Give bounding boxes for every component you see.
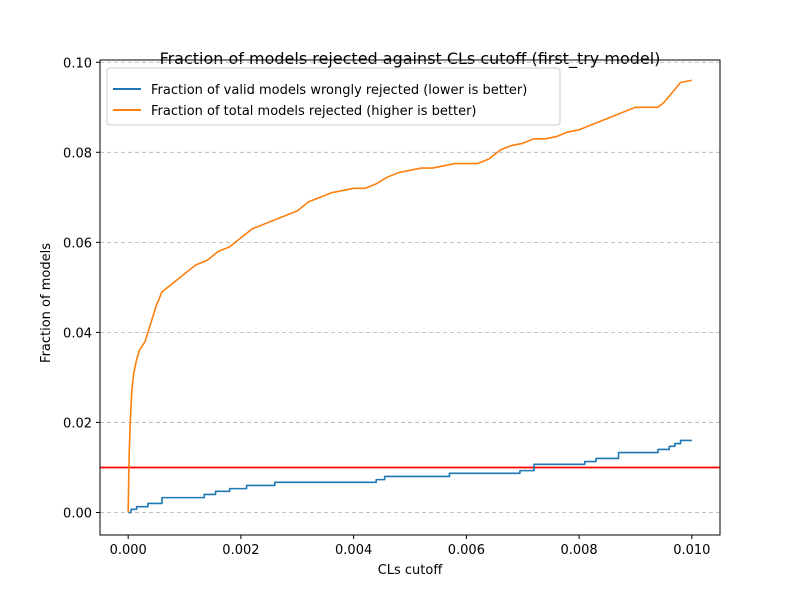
x-tick-label: 0.006 [448, 543, 485, 558]
x-axis-label: CLs cutoff [378, 563, 444, 578]
y-tick-label: 0.10 [63, 56, 92, 71]
legend-label-valid-wrongly-rejected: Fraction of valid models wrongly rejecte… [151, 83, 527, 98]
y-tick-label: 0.02 [63, 416, 92, 431]
axes-frame [99, 59, 721, 536]
legend-box [106, 67, 561, 126]
x-tick-label: 0.002 [222, 543, 259, 558]
gridlines [100, 61, 720, 513]
y-tick-label: 0.00 [63, 506, 92, 521]
series-lines [127, 79, 692, 514]
legend-label-total-rejected: Fraction of total models rejected (highe… [151, 104, 477, 119]
y-axis-label: Fraction of models [39, 243, 54, 363]
legend: Fraction of valid models wrongly rejecte… [106, 67, 561, 126]
x-tick-label: 0.004 [335, 543, 372, 558]
y-tick-label: 0.06 [63, 236, 92, 251]
x-axis-ticks: 0.000 0.002 0.004 0.006 0.008 0.010 [110, 535, 710, 558]
x-tick-label: 0.008 [560, 543, 597, 558]
chart-title: Fraction of models rejected against CLs … [160, 49, 661, 69]
x-tick-label: 0.010 [673, 543, 710, 558]
plot-area [99, 59, 721, 536]
series-line-total-rejected [127, 79, 692, 513]
y-tick-label: 0.04 [63, 326, 92, 341]
y-tick-label: 0.08 [63, 146, 92, 161]
y-axis-ticks: 0.00 0.02 0.04 0.06 0.08 0.10 [63, 56, 100, 521]
series-line-valid-wrongly-rejected [128, 439, 692, 514]
x-tick-label: 0.000 [110, 543, 147, 558]
